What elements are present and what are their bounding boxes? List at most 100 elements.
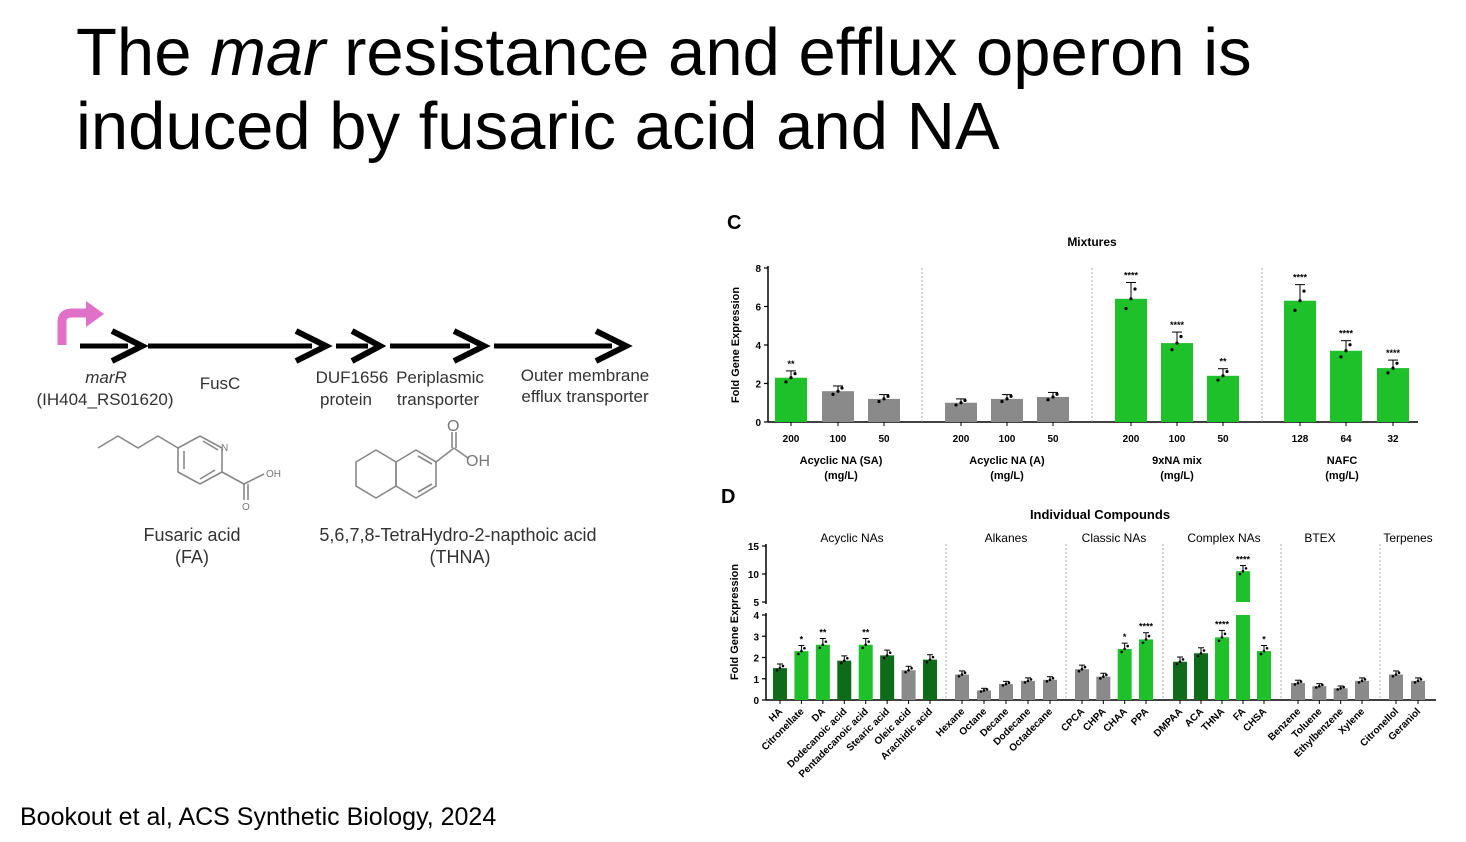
title-line1-b: resistance and efflux operon is — [325, 15, 1252, 90]
chart-d-point — [1296, 681, 1300, 685]
chart-d-bar-fa-upper — [1236, 571, 1250, 602]
chart-d-point — [821, 643, 825, 647]
chart-d-point — [925, 660, 929, 664]
compound-name-fa: Fusaric acid — [143, 525, 240, 545]
chart-d-point — [1315, 686, 1318, 689]
chart-d-point — [1105, 673, 1108, 677]
chart-c-bar-nafc-128 — [1284, 300, 1316, 422]
chart-d-ytick-label: 3 — [753, 632, 759, 643]
thna-atom-o: O — [447, 418, 459, 435]
chart-d-point — [1023, 681, 1027, 684]
chart-d-point — [1102, 675, 1105, 678]
chart-c-bar-nafc-64 — [1330, 350, 1362, 422]
chart-c-bar-acyclic-na-a-50 — [1037, 396, 1069, 422]
chart-d-point — [1416, 679, 1420, 683]
chart-c-point — [886, 394, 890, 398]
chart-c-bar-9xna-mix-50 — [1207, 375, 1239, 422]
chart-d-xtick-label: CHAA — [1102, 706, 1130, 734]
chart-d-point — [1048, 678, 1052, 682]
chart-d-bar-geraniol — [1411, 680, 1425, 700]
chart-d-bar-decane — [999, 684, 1013, 700]
chart-d-point — [781, 664, 785, 668]
chart-d-bar-dodecanoic-acid — [837, 660, 852, 700]
chart-c-point — [1175, 341, 1179, 345]
chart-d-point — [982, 689, 986, 692]
chart-c-significance: **** — [1124, 270, 1139, 280]
fa-atom-o: O — [242, 502, 250, 513]
chart-c-group-unit: (mg/L) — [1160, 470, 1194, 482]
chart-c-xtick-label: 128 — [1292, 434, 1309, 445]
chart-d-point — [1083, 665, 1087, 669]
chart-c-ylabel: Fold Gene Expression — [730, 287, 742, 403]
chart-d-point — [1394, 673, 1398, 676]
fusaric-acid-structure — [97, 435, 265, 500]
chart-c-xtick-label: 200 — [783, 434, 800, 445]
chart-d-point — [1342, 685, 1345, 689]
chart-d-point — [1220, 636, 1224, 639]
title-line2: induced by fusaric acid and NA — [76, 89, 1000, 164]
chart-c-point — [1221, 374, 1225, 378]
chart-d-significance: **** — [1139, 622, 1154, 632]
chart-d-point — [1244, 567, 1248, 570]
chart-d-point — [885, 654, 889, 657]
chart-d-point — [1147, 634, 1151, 638]
chart-c-point — [1302, 289, 1306, 293]
chart-c-point — [1395, 361, 1399, 365]
chart-c-xtick-label: 200 — [953, 434, 970, 445]
gene-sub-duf1656: protein — [320, 390, 372, 409]
chart-d-point — [867, 640, 871, 643]
chart-c-significance: **** — [1170, 320, 1185, 330]
chart-c-group-label: 9xNA mix — [1152, 455, 1203, 467]
chart-d-bar-ha — [773, 668, 787, 700]
chart-c-bar-9xna-mix-200 — [1115, 298, 1147, 422]
chart-c-bar-acyclic-na-a-200 — [945, 402, 977, 422]
title-line1-italic: mar — [210, 15, 326, 90]
chart-d-point — [845, 656, 849, 660]
chart-d-ytick-label: 4 — [753, 611, 759, 622]
chart-d-bar-arachidic-acid — [923, 659, 937, 700]
chart-d-ytick-label: 10 — [748, 570, 760, 581]
chart-d-point — [1181, 658, 1185, 661]
gene-sub-outer-membrane: efflux transporter — [521, 387, 649, 406]
chart-c-point — [1344, 349, 1348, 353]
chart-c-point — [1170, 348, 1174, 352]
chart-c-point — [1046, 398, 1050, 402]
chart-d-point — [888, 651, 892, 655]
chart-c-group-label: Acyclic NA (A) — [969, 455, 1045, 467]
chart-d-point — [1259, 652, 1263, 656]
gene-arrows — [80, 328, 633, 364]
chart-d-point — [1265, 646, 1269, 650]
chart-d-bar-chsa — [1257, 651, 1271, 700]
chart-c-point — [831, 392, 835, 396]
compound-abbr-thna: (THNA) — [430, 547, 491, 567]
thna-atom-oh: OH — [466, 453, 490, 470]
chart-d-bar-ethylbenzene — [1333, 688, 1348, 700]
chart-d-point — [1196, 654, 1200, 658]
chart-d-point — [1077, 669, 1081, 673]
chart-d-point — [960, 673, 964, 676]
chart-d-point — [985, 688, 989, 691]
chart-d-point — [775, 668, 779, 672]
chart-d-bar-thna — [1215, 637, 1229, 700]
chart-d-significance: **** — [1215, 619, 1230, 629]
chart-d-point — [1391, 674, 1395, 678]
chart-d-xtick-label: PPA — [1129, 706, 1151, 728]
chart-c-xtick-label: 32 — [1387, 434, 1399, 445]
chart-c-point — [1129, 297, 1133, 301]
chart-d-significance: ** — [862, 628, 870, 638]
gene-sub-periplasmic: transporter — [397, 390, 480, 409]
chart-c-group-unit: (mg/L) — [824, 470, 858, 482]
chart-d-title: Individual Compounds — [1030, 507, 1170, 522]
chart-c-point — [1179, 334, 1183, 339]
chart-d-bar-toluene — [1312, 686, 1327, 700]
chart-d-point — [1175, 662, 1179, 666]
chart-d-bar-pentadecanoic-acid — [858, 644, 873, 700]
chart-d-point — [1029, 678, 1033, 681]
chart-d-point — [800, 649, 803, 653]
chart-d-point — [1144, 638, 1148, 641]
chart-d-point — [803, 646, 806, 650]
panel-letter-d: D — [721, 486, 735, 508]
chart-d-group-label: BTEX — [1304, 531, 1335, 545]
chart-c-bar-nafc-32 — [1377, 368, 1409, 422]
chart-d-point — [1223, 632, 1227, 636]
